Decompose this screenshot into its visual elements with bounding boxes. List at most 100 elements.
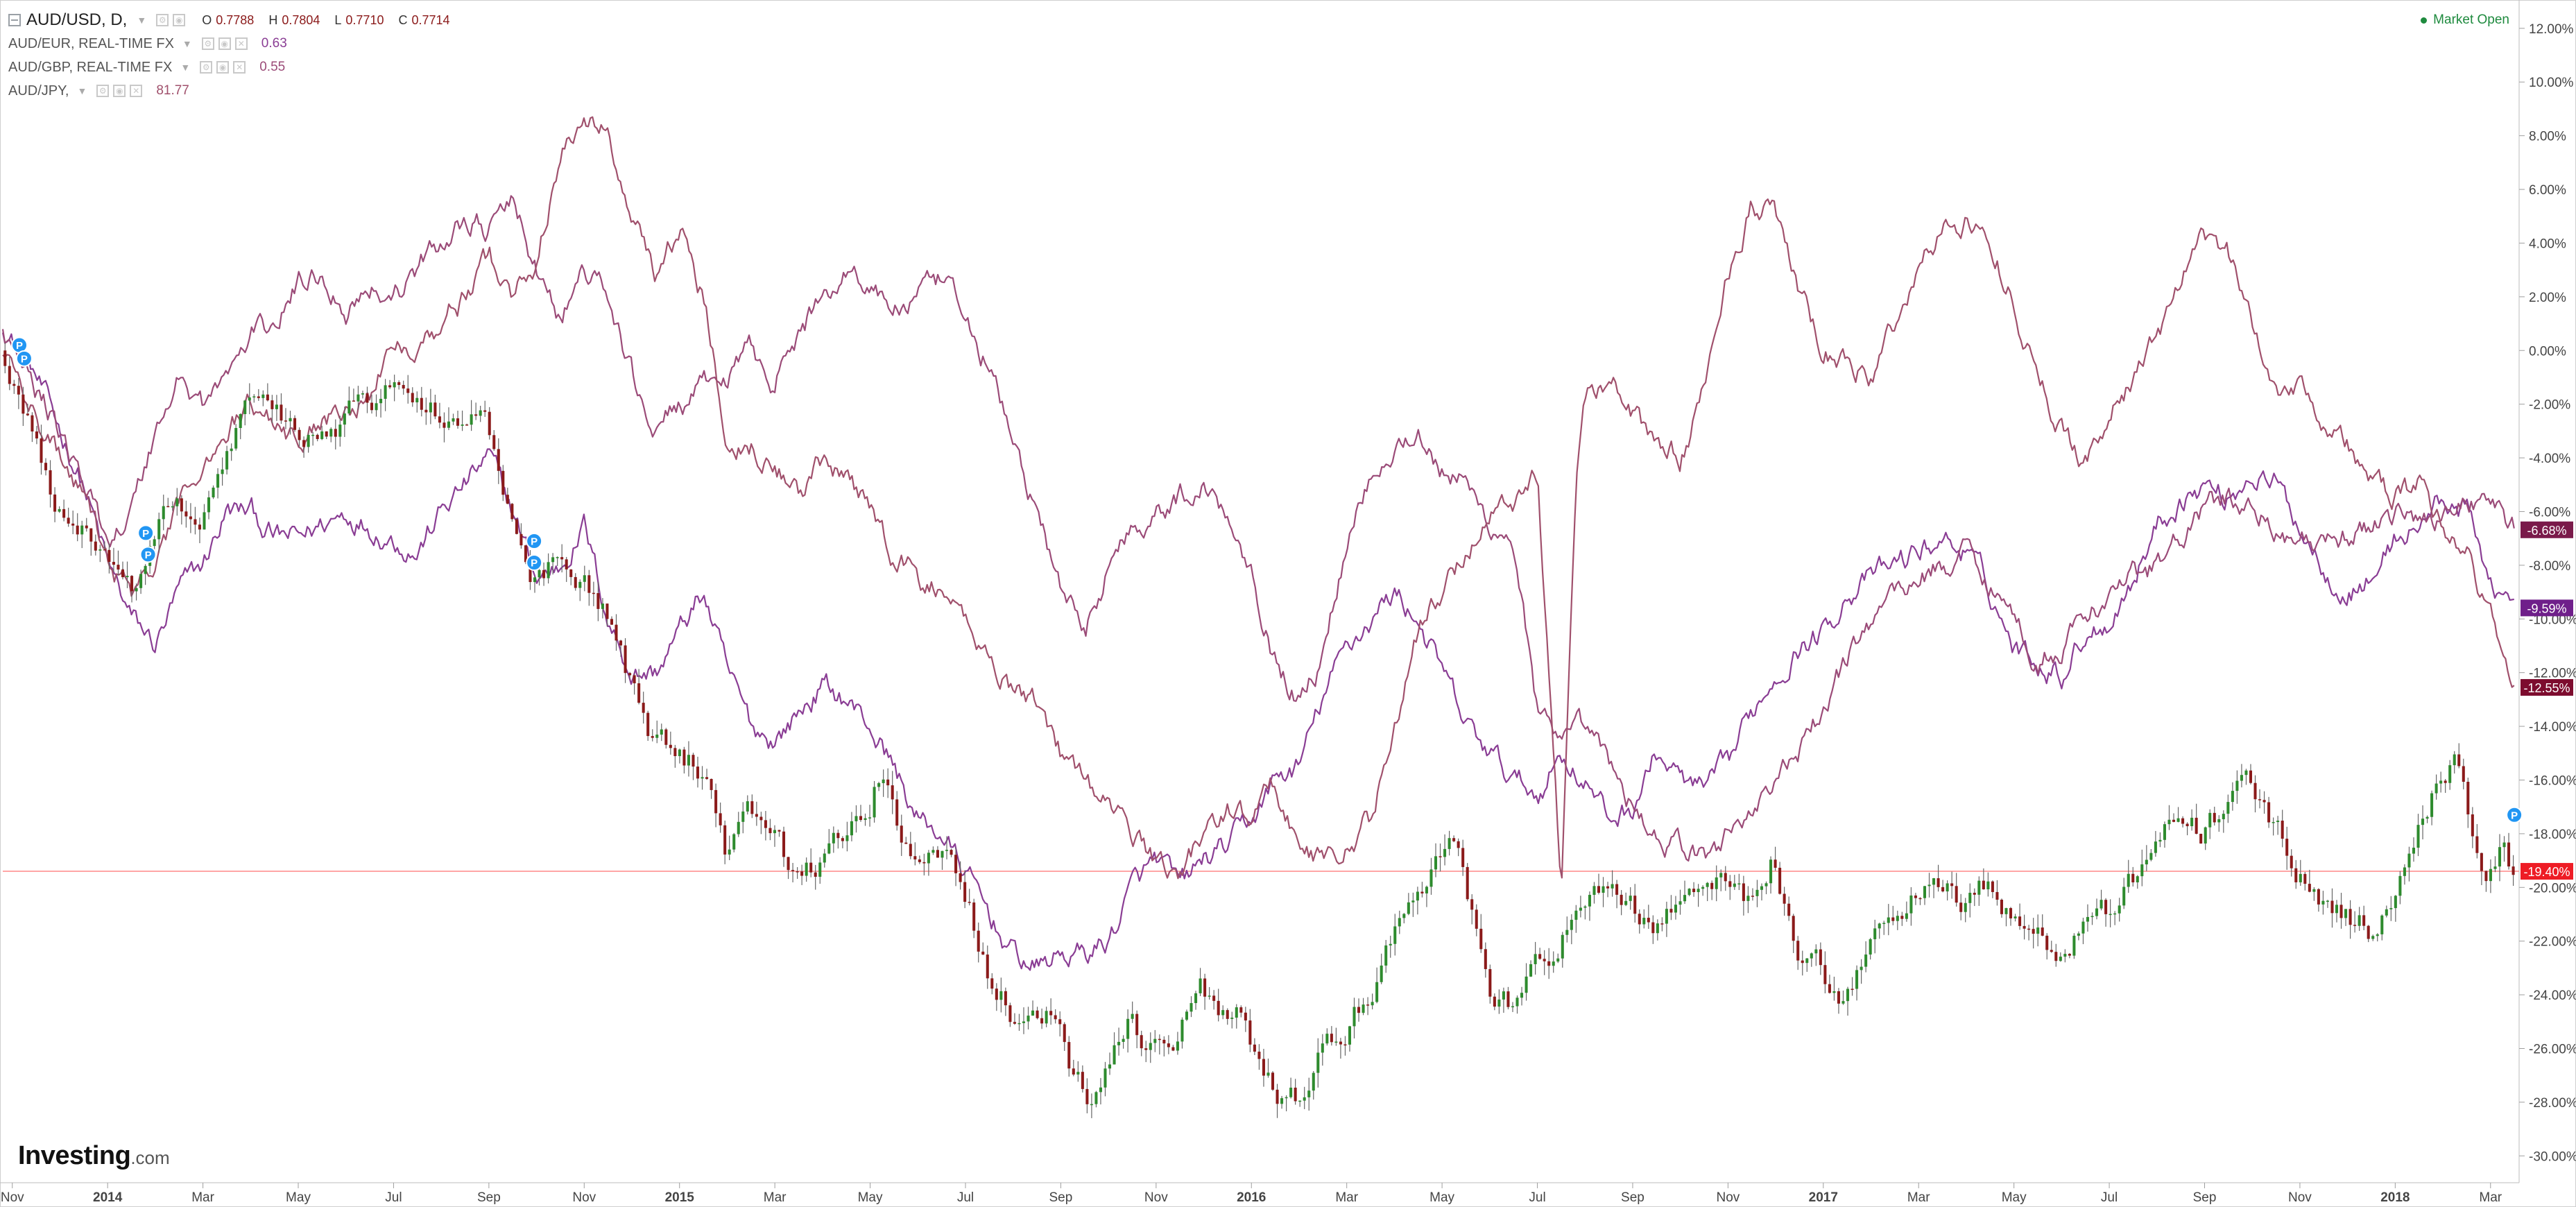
candle-body bbox=[1180, 1019, 1184, 1042]
x-tick-label: Mar bbox=[764, 1190, 787, 1205]
candle-body bbox=[2339, 905, 2343, 918]
candle-body bbox=[221, 469, 224, 474]
y-tick-label: 8.00% bbox=[2529, 130, 2566, 144]
candle-body bbox=[1502, 991, 1505, 1000]
chevron-down-icon[interactable]: ▼ bbox=[137, 15, 147, 26]
candle-body bbox=[501, 470, 505, 495]
candle-body bbox=[1778, 867, 1782, 894]
overlay-symbol: AUD/GBP, REAL-TIME FX bbox=[8, 59, 173, 75]
y-tick-label: 6.00% bbox=[2529, 183, 2566, 198]
chevron-down-icon[interactable]: ▼ bbox=[77, 85, 87, 96]
candle-body bbox=[1461, 848, 1465, 867]
candle-body bbox=[370, 402, 374, 411]
candle-body bbox=[959, 873, 962, 882]
candle-body bbox=[2317, 889, 2320, 905]
candle-body bbox=[1149, 1043, 1152, 1050]
y-tick-label: -28.00% bbox=[2529, 1096, 2576, 1111]
chevron-down-icon[interactable]: ▼ bbox=[182, 38, 192, 49]
candle-body bbox=[1375, 982, 1379, 1002]
close-icon[interactable]: ✕ bbox=[233, 61, 246, 74]
candle-body bbox=[2267, 802, 2271, 823]
candle-body bbox=[2122, 887, 2126, 906]
candle-body bbox=[913, 856, 917, 859]
candle-body bbox=[3, 350, 7, 366]
y-tick-label: -8.00% bbox=[2529, 559, 2570, 574]
candle-body bbox=[841, 838, 844, 841]
close-icon[interactable]: ✕ bbox=[234, 37, 248, 50]
candle-body bbox=[800, 871, 804, 876]
candle-body bbox=[891, 785, 894, 800]
candle-body bbox=[1869, 939, 1872, 955]
candle-body bbox=[1307, 1090, 1311, 1097]
candle-body bbox=[1158, 1038, 1161, 1041]
candle-body bbox=[1860, 966, 1863, 970]
candle-body bbox=[732, 834, 736, 850]
candle-body bbox=[2493, 866, 2497, 869]
chart-legend: AUD/USD, D, ▼ ⚙ ◉ O 0.7788 H 0.7804 L 0.771… bbox=[8, 8, 461, 103]
candle-body bbox=[2480, 853, 2483, 871]
settings-icon[interactable]: ⚙ bbox=[201, 37, 214, 50]
x-tick-label: Nov bbox=[1, 1190, 24, 1205]
candle-body bbox=[1439, 856, 1442, 857]
candle-body bbox=[2475, 836, 2479, 853]
p-marker-label: P bbox=[531, 536, 538, 548]
candle-body bbox=[1515, 998, 1519, 1007]
x-tick-label: May bbox=[2002, 1190, 2027, 1205]
eye-icon[interactable]: ◉ bbox=[218, 37, 231, 50]
candle-body bbox=[1171, 1047, 1175, 1051]
candle-body bbox=[26, 413, 29, 416]
candle-body bbox=[669, 744, 672, 748]
candle-body bbox=[2312, 889, 2316, 892]
candle-body bbox=[1755, 889, 1759, 896]
x-tick-label: Jul bbox=[957, 1190, 974, 1205]
candle-body bbox=[53, 494, 57, 512]
candle-body bbox=[1448, 838, 1451, 849]
candle-body bbox=[1597, 886, 1601, 893]
candle-body bbox=[2367, 925, 2370, 939]
overlay-legend-aud-jpy[interactable]: AUD/JPY, ▼ ⚙ ◉ ✕ 81.77 bbox=[8, 79, 461, 103]
chevron-down-icon[interactable]: ▼ bbox=[180, 62, 191, 73]
settings-icon[interactable]: ⚙ bbox=[200, 61, 213, 74]
candle-body bbox=[859, 816, 863, 821]
overlay-legend-aud-gbp[interactable]: AUD/GBP, REAL-TIME FX ▼ ⚙ ◉ ✕ 0.55 bbox=[8, 55, 461, 79]
settings-icon[interactable]: ⚙ bbox=[96, 85, 110, 97]
overlay-legend-aud-eur[interactable]: AUD/EUR, REAL-TIME FX ▼ ⚙ ◉ ✕ 0.63 bbox=[8, 32, 461, 55]
y-tick-label: 0.00% bbox=[2529, 344, 2566, 359]
candle-body bbox=[1787, 903, 1791, 916]
candle-body bbox=[651, 736, 654, 738]
candle-body bbox=[76, 525, 79, 535]
candle-body bbox=[2231, 791, 2234, 803]
candle-body bbox=[1660, 923, 1664, 925]
candle-body bbox=[868, 817, 872, 819]
collapse-legend-icon[interactable] bbox=[8, 14, 21, 26]
candle-body bbox=[886, 779, 890, 786]
candle-body bbox=[1783, 893, 1786, 904]
candle-body bbox=[2448, 765, 2452, 783]
candle-body bbox=[1846, 988, 1850, 1002]
candle-body bbox=[1113, 1045, 1116, 1065]
candle-body bbox=[22, 394, 25, 414]
candle-body bbox=[2249, 770, 2253, 783]
x-tick-label: 2018 bbox=[2380, 1190, 2410, 1205]
candle-body bbox=[2149, 853, 2153, 860]
main-series-legend[interactable]: AUD/USD, D, ▼ ⚙ ◉ O 0.7788 H 0.7804 L 0.771… bbox=[8, 8, 461, 32]
p-marker-icon bbox=[15, 350, 33, 367]
eye-icon[interactable]: ◉ bbox=[173, 14, 186, 26]
candle-body bbox=[1217, 1000, 1220, 1016]
candle-body bbox=[2362, 915, 2366, 926]
candle-body bbox=[529, 562, 532, 583]
candle-body bbox=[2489, 868, 2492, 882]
candle-body bbox=[189, 516, 192, 520]
settings-icon[interactable]: ⚙ bbox=[156, 14, 169, 26]
candle-body bbox=[1434, 856, 1438, 870]
candle-body bbox=[1511, 1006, 1514, 1008]
eye-icon[interactable]: ◉ bbox=[216, 61, 230, 74]
candle-body bbox=[1574, 910, 1578, 920]
close-icon[interactable]: ✕ bbox=[130, 85, 143, 97]
eye-icon[interactable]: ◉ bbox=[113, 85, 126, 97]
candle-body bbox=[1429, 869, 1433, 887]
candle-body bbox=[2222, 814, 2225, 819]
candle-body bbox=[655, 734, 659, 738]
